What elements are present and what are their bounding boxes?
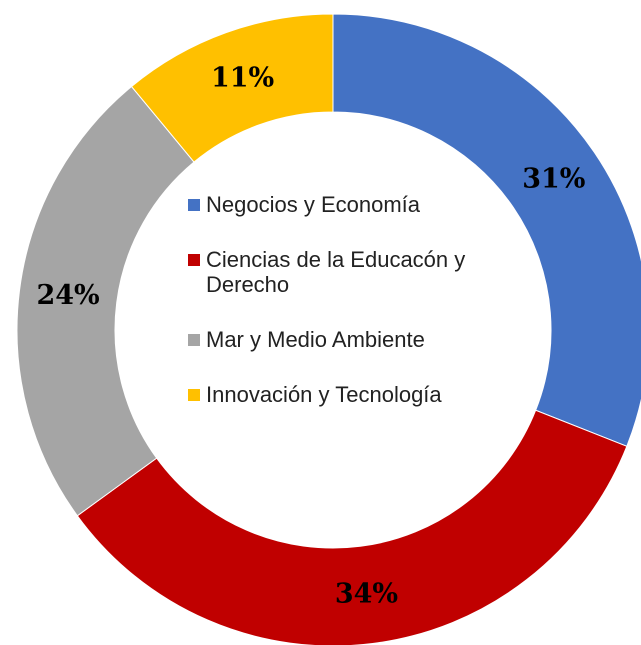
legend-item: Ciencias de la Educacón y Derecho [188,247,518,297]
donut-segment [16,85,195,517]
legend-label: Mar y Medio Ambiente [206,327,425,352]
legend-label: Ciencias de la Educacón y Derecho [206,247,466,297]
data-label: 11% [211,62,274,93]
legend-swatch [188,334,200,346]
donut-segment [332,13,641,447]
data-label: 24% [36,280,99,311]
legend-label: Innovación y Tecnología [206,382,442,407]
legend-item: Mar y Medio Ambiente [188,327,518,352]
legend-item: Negocios y Economía [188,192,518,217]
donut-segment [130,13,334,163]
legend: Negocios y Economía Ciencias de la Educac… [188,192,518,437]
legend-swatch [188,389,200,401]
legend-label: Negocios y Economía [206,192,420,217]
data-label: 34% [335,578,398,609]
legend-swatch [188,199,200,211]
donut-segment [76,409,628,645]
legend-swatch [188,254,200,266]
data-label: 31% [522,163,585,194]
legend-item: Innovación y Tecnología [188,382,518,407]
